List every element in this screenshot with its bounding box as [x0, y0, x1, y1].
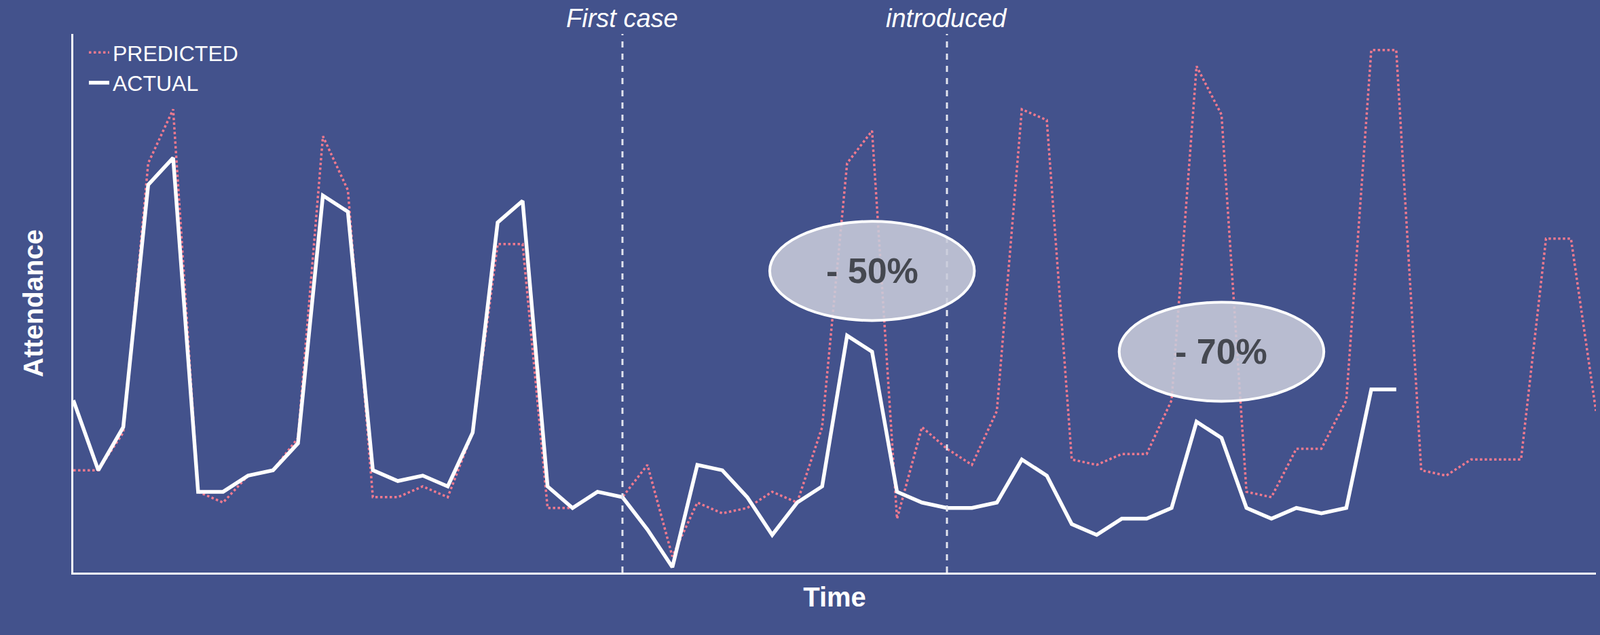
- svg-text:Time: Time: [803, 582, 867, 613]
- svg-text:PREDICTED: PREDICTED: [112, 41, 239, 66]
- svg-text:- 70%: - 70%: [1175, 331, 1268, 372]
- svg-text:introduced: introduced: [885, 4, 1008, 33]
- svg-text:- 50%: - 50%: [826, 251, 919, 291]
- svg-text:Attendance: Attendance: [18, 229, 49, 378]
- svg-text:ACTUAL: ACTUAL: [112, 71, 199, 96]
- svg-text:First case: First case: [566, 4, 679, 33]
